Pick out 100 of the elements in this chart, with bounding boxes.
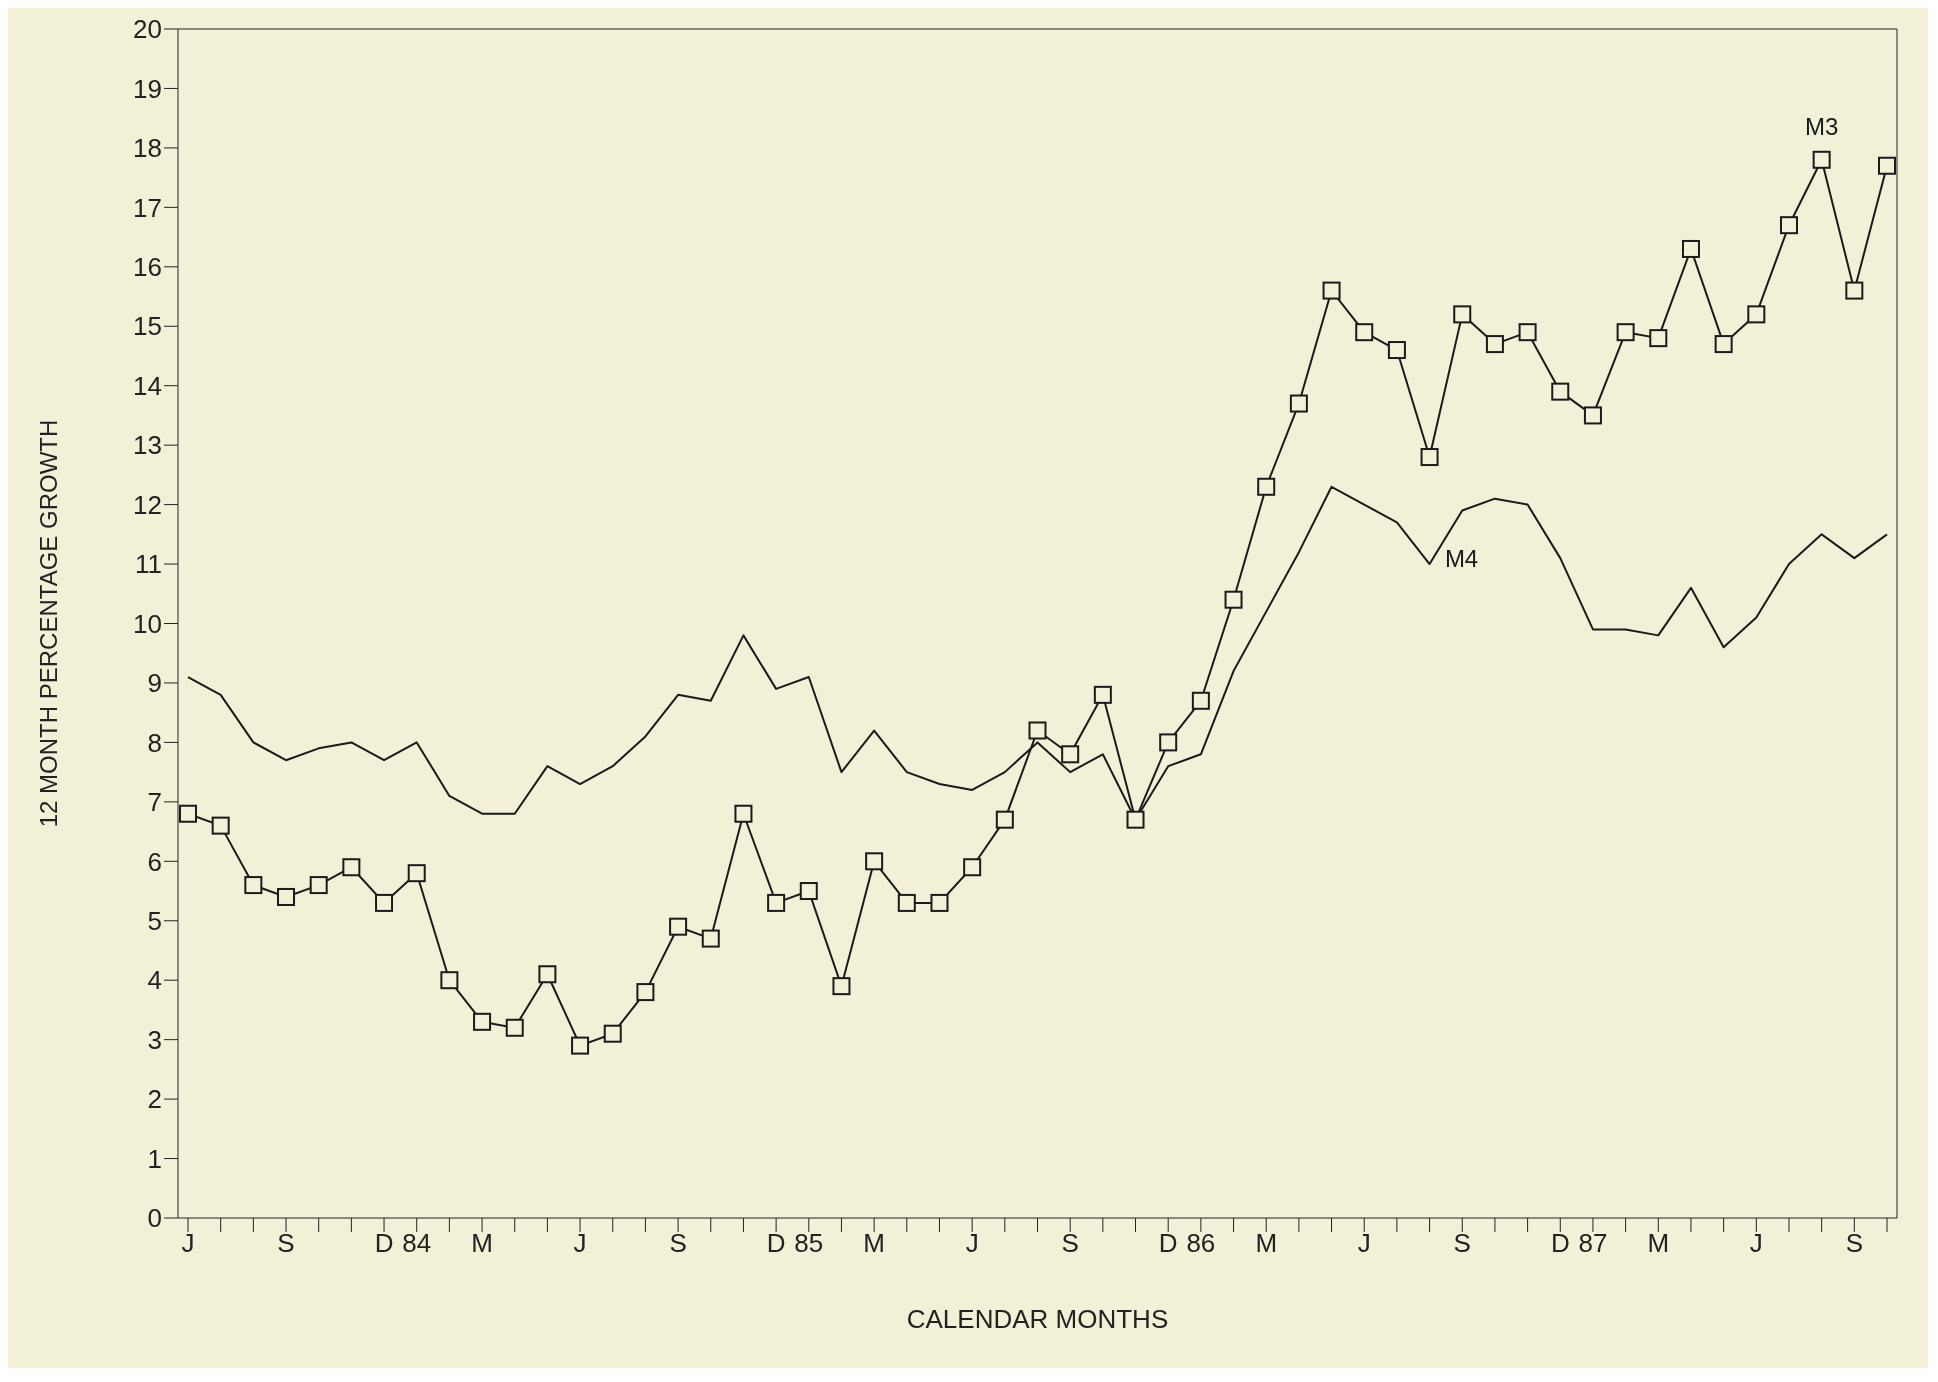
point <box>1878 156 1896 175</box>
point <box>1714 335 1733 354</box>
point <box>473 1012 492 1031</box>
point <box>1649 329 1668 348</box>
y-tick-label: 15 <box>133 311 162 342</box>
y-tick-label: 1 <box>147 1143 162 1174</box>
point <box>1485 335 1504 354</box>
point <box>701 929 720 948</box>
point <box>407 864 426 883</box>
point <box>799 882 818 901</box>
point <box>897 893 916 912</box>
point <box>930 893 949 912</box>
x-tick-label: 87 <box>1578 1228 1608 1259</box>
y-tick-label: 14 <box>133 370 162 401</box>
point <box>1845 281 1864 300</box>
y-tick-label: 8 <box>147 727 162 758</box>
y-tick-label: 18 <box>133 133 162 164</box>
point <box>1453 305 1472 324</box>
y-tick-label: 11 <box>135 549 162 580</box>
point <box>571 1036 590 1055</box>
point <box>995 810 1014 829</box>
x-tick-label: S <box>1845 1228 1863 1259</box>
x-tick-label: S <box>669 1228 687 1259</box>
point <box>1812 150 1831 169</box>
point <box>832 977 851 996</box>
x-tick-label: M <box>863 1228 885 1259</box>
point <box>1616 323 1635 342</box>
point <box>1681 239 1700 258</box>
point <box>277 887 296 906</box>
y-tick-label: 0 <box>147 1203 162 1234</box>
point <box>342 858 361 877</box>
point <box>538 965 557 984</box>
x-tick-label: D <box>374 1228 394 1259</box>
point <box>1583 406 1602 425</box>
point <box>767 893 786 912</box>
x-tick-label: J <box>965 1228 979 1259</box>
point <box>1289 394 1308 413</box>
y-tick-label: 16 <box>133 252 162 283</box>
x-tick-label: J <box>573 1228 587 1259</box>
x-tick-label: 84 <box>402 1228 432 1259</box>
x-tick-label: D <box>766 1228 786 1259</box>
point <box>669 917 688 936</box>
point <box>1028 721 1047 740</box>
x-tick-label: S <box>1061 1228 1079 1259</box>
point <box>244 876 263 895</box>
point <box>1322 281 1341 300</box>
y-tick-label: 20 <box>133 14 162 45</box>
point <box>505 1018 524 1037</box>
y-tick-label: 7 <box>147 787 162 818</box>
point <box>1257 477 1276 496</box>
point <box>1779 216 1798 235</box>
y-tick-label: 2 <box>147 1084 162 1115</box>
x-tick-label: 86 <box>1186 1228 1216 1259</box>
series-label: M3 <box>1804 112 1839 140</box>
point <box>1551 382 1570 401</box>
point <box>440 971 459 990</box>
point <box>1126 810 1145 829</box>
x-tick-label: D <box>1158 1228 1178 1259</box>
point <box>1093 685 1112 704</box>
y-tick-label: 13 <box>133 430 162 461</box>
x-tick-label: M <box>1255 1228 1278 1259</box>
point <box>179 804 197 823</box>
y-tick-label: 3 <box>147 1024 162 1055</box>
point <box>1191 691 1210 710</box>
y-tick-label: 19 <box>133 73 162 104</box>
y-axis-title: 12 MONTH PERCENTAGE GROWTH <box>34 419 62 828</box>
x-tick-label: J <box>1749 1228 1763 1259</box>
y-tick-label: 5 <box>147 905 162 936</box>
x-tick-label: 85 <box>794 1228 824 1259</box>
point <box>1061 745 1080 764</box>
point <box>1355 323 1374 342</box>
x-tick-label: S <box>277 1228 295 1259</box>
point <box>1518 323 1537 342</box>
point <box>1159 733 1178 752</box>
point <box>636 983 655 1002</box>
x-axis-title: CALENDAR MONTHS <box>906 1304 1169 1334</box>
point <box>211 816 230 835</box>
x-tick-label: M <box>1647 1228 1670 1259</box>
point <box>603 1024 622 1043</box>
y-tick-label: 17 <box>133 192 162 223</box>
series-label: M4 <box>1444 544 1479 572</box>
x-tick-label: D <box>1550 1228 1570 1259</box>
point <box>375 893 394 912</box>
x-tick-label: J <box>1357 1228 1371 1259</box>
point <box>865 852 884 871</box>
point <box>1387 341 1406 360</box>
y-tick-label: 6 <box>147 846 162 877</box>
point <box>1747 305 1766 324</box>
x-tick-label: S <box>1453 1228 1471 1259</box>
y-tick-label: 9 <box>147 668 162 699</box>
point <box>734 804 753 823</box>
y-tick-label: 4 <box>147 965 162 996</box>
point <box>963 858 982 877</box>
point <box>1420 448 1439 467</box>
x-tick-label: J <box>181 1228 195 1259</box>
y-tick-label: 10 <box>133 608 162 639</box>
x-tick-label: M <box>471 1228 493 1259</box>
point <box>1224 590 1243 609</box>
point <box>309 876 328 895</box>
y-tick-label: 12 <box>133 489 162 520</box>
